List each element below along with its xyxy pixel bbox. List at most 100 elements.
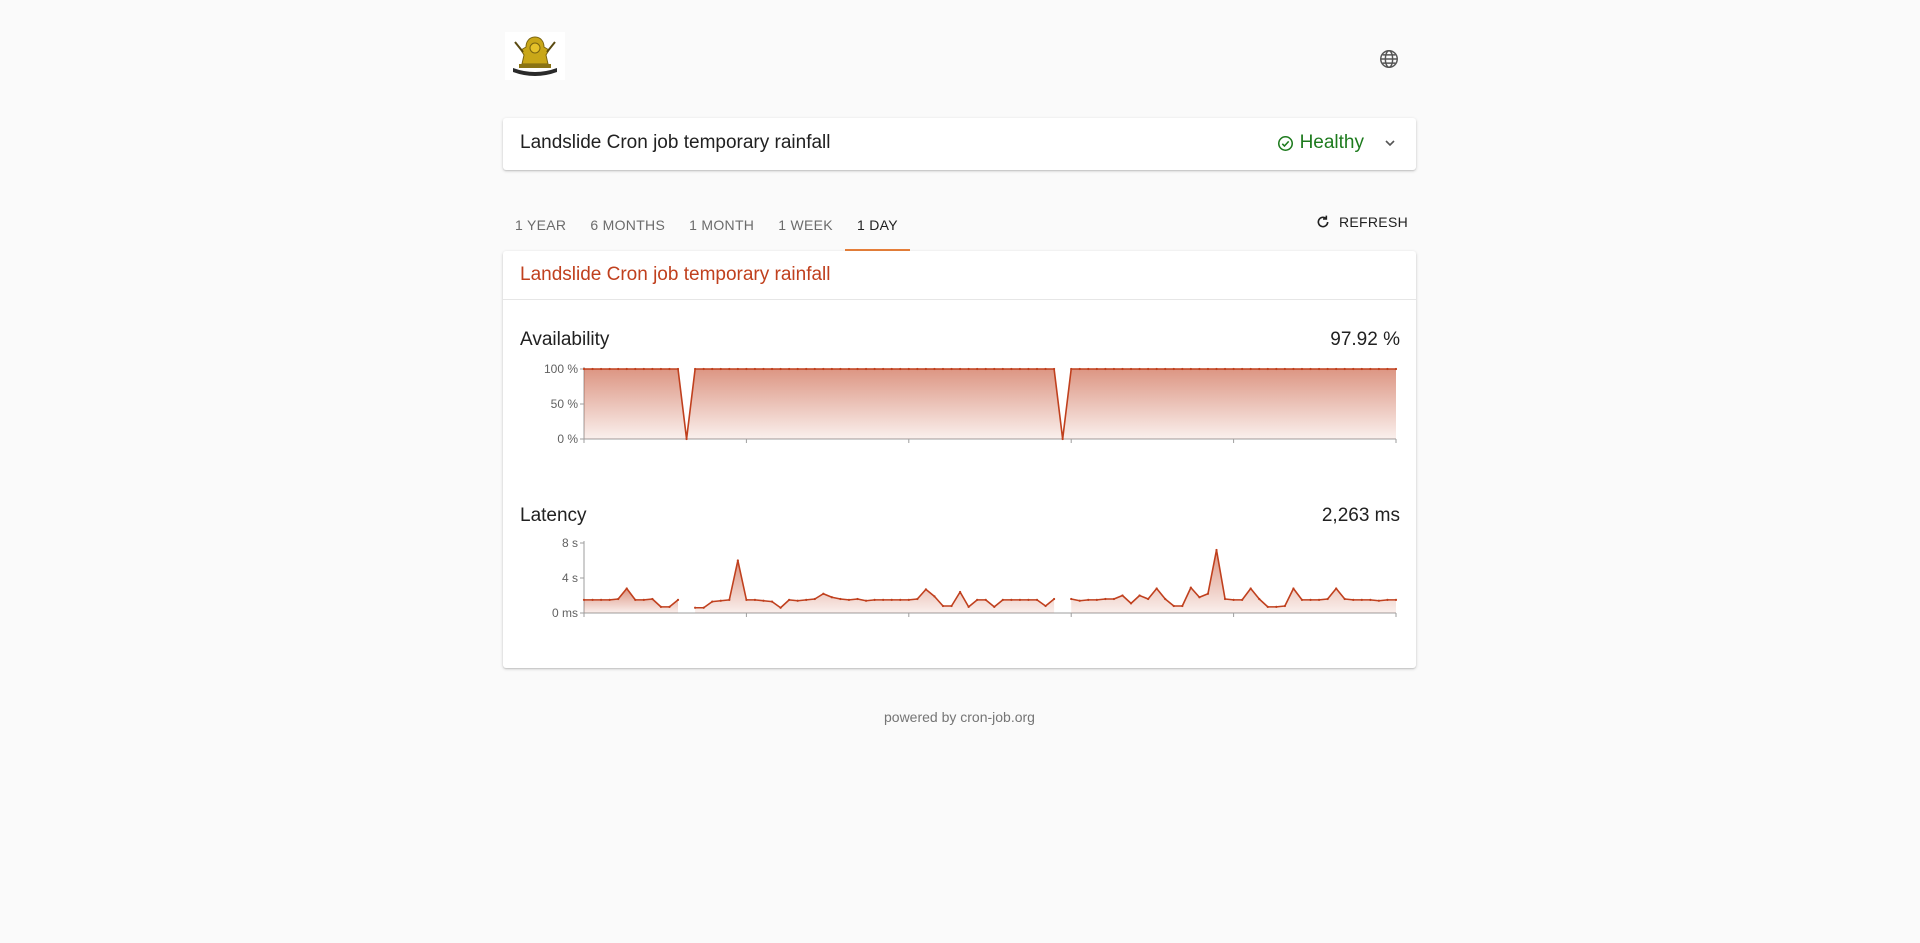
availability-area bbox=[584, 369, 1396, 439]
latency-point bbox=[1172, 604, 1175, 608]
availability-point bbox=[984, 367, 987, 371]
availability-point bbox=[805, 367, 808, 371]
latency-point bbox=[967, 605, 970, 608]
availability-line bbox=[584, 368, 1396, 440]
availability-point bbox=[847, 367, 851, 371]
availability-point bbox=[625, 367, 628, 371]
availability-point bbox=[1181, 367, 1184, 371]
availability-point bbox=[822, 367, 825, 371]
availability-point bbox=[651, 367, 654, 371]
availability-point bbox=[745, 367, 748, 371]
availability-point bbox=[642, 367, 645, 371]
latency-point bbox=[822, 592, 825, 595]
latency-point bbox=[873, 598, 876, 601]
availability-point bbox=[1044, 367, 1047, 371]
availability-point bbox=[762, 367, 765, 371]
availability-point bbox=[1189, 367, 1192, 371]
availability-point bbox=[1275, 367, 1278, 371]
latency-point bbox=[805, 598, 808, 601]
latency-point bbox=[736, 559, 739, 562]
latency-point bbox=[582, 598, 586, 601]
availability-point bbox=[1129, 367, 1133, 371]
latency-point bbox=[916, 597, 919, 601]
latency-y-tick-label: 4 s bbox=[562, 571, 578, 585]
availability-point bbox=[899, 367, 902, 371]
availability-point bbox=[1164, 367, 1167, 371]
availability-point bbox=[1232, 367, 1235, 371]
latency-point bbox=[651, 597, 654, 601]
latency-point bbox=[1053, 597, 1056, 601]
latency-point bbox=[864, 599, 868, 602]
availability-point bbox=[1249, 367, 1252, 371]
refresh-button[interactable]: REFRESH bbox=[1315, 214, 1408, 230]
tab-1-day[interactable]: 1 DAY bbox=[844, 206, 910, 251]
latency-point bbox=[1223, 597, 1227, 601]
latency-point bbox=[1241, 598, 1244, 601]
availability-point bbox=[916, 367, 919, 371]
availability-point bbox=[1317, 367, 1321, 371]
latency-point bbox=[745, 598, 748, 601]
latency-point bbox=[694, 606, 697, 609]
tab-1-year[interactable]: 1 YEAR bbox=[515, 217, 567, 233]
availability-point bbox=[967, 367, 970, 371]
language-button[interactable] bbox=[1375, 45, 1403, 73]
availability-point bbox=[1343, 367, 1346, 371]
availability-point bbox=[1300, 367, 1304, 371]
availability-point bbox=[1369, 367, 1372, 371]
availability-point bbox=[1138, 367, 1141, 371]
tab-1-month[interactable]: 1 MONTH bbox=[689, 217, 755, 233]
latency-y-tick-label: 8 s bbox=[562, 536, 578, 550]
latency-point bbox=[907, 598, 910, 601]
time-range-tabs: 1 YEAR 6 MONTHS 1 MONTH 1 WEEK 1 DAY bbox=[503, 206, 910, 251]
latency-point bbox=[993, 605, 996, 608]
availability-point bbox=[659, 367, 663, 371]
availability-point bbox=[1147, 367, 1150, 371]
refresh-label: REFRESH bbox=[1339, 214, 1408, 230]
monitor-header-card[interactable]: Landslide Cron job temporary rainfall He… bbox=[503, 118, 1416, 170]
availability-point bbox=[582, 367, 586, 371]
latency-point bbox=[1078, 599, 1081, 602]
availability-point bbox=[711, 367, 714, 371]
tab-6-months[interactable]: 6 MONTHS bbox=[590, 217, 666, 233]
availability-point bbox=[924, 367, 927, 371]
availability-point bbox=[1266, 367, 1269, 371]
latency-point bbox=[813, 597, 816, 601]
latency-point bbox=[779, 606, 782, 609]
latency-point bbox=[882, 598, 885, 601]
latency-point bbox=[941, 604, 945, 608]
chevron-down-icon[interactable] bbox=[1382, 135, 1398, 151]
availability-point bbox=[1053, 367, 1056, 371]
availability-point bbox=[685, 437, 688, 441]
availability-point bbox=[1061, 437, 1064, 441]
availability-point bbox=[830, 367, 833, 371]
latency-area bbox=[1071, 550, 1396, 613]
latency-point bbox=[1001, 598, 1004, 601]
availability-point bbox=[813, 367, 816, 371]
latency-point bbox=[659, 605, 663, 608]
availability-y-tick-label: 100 % bbox=[544, 362, 578, 376]
footer-powered-by[interactable]: powered by cron-job.org bbox=[884, 709, 1035, 725]
tab-1-week[interactable]: 1 WEEK bbox=[778, 217, 833, 233]
latency-point bbox=[1087, 598, 1090, 601]
availability-point bbox=[608, 367, 611, 371]
availability-point bbox=[907, 367, 910, 371]
availability-point bbox=[933, 367, 936, 371]
latency-point bbox=[634, 598, 637, 601]
latency-point bbox=[1352, 598, 1355, 601]
availability-point bbox=[1352, 367, 1355, 371]
latency-point bbox=[591, 598, 594, 601]
availability-point bbox=[1386, 367, 1389, 371]
availability-point bbox=[1070, 367, 1073, 371]
availability-point bbox=[1010, 367, 1013, 371]
availability-point bbox=[770, 367, 774, 371]
availability-point bbox=[1258, 367, 1261, 371]
availability-point bbox=[1027, 367, 1030, 371]
availability-point bbox=[668, 367, 671, 371]
availability-point bbox=[941, 367, 945, 371]
status-badge: Healthy bbox=[1277, 132, 1398, 154]
latency-point bbox=[1343, 597, 1346, 601]
availability-point bbox=[1241, 367, 1244, 371]
latency-point bbox=[890, 598, 893, 601]
latency-point bbox=[1198, 596, 1201, 599]
availability-point bbox=[1309, 367, 1312, 371]
